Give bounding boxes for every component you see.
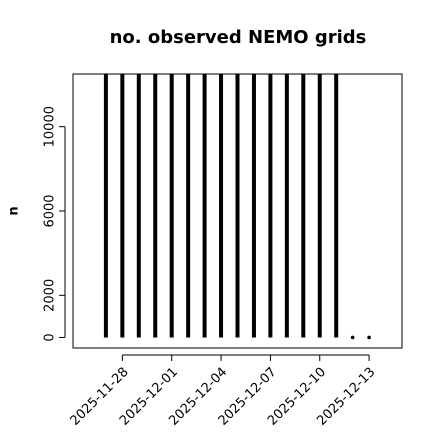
point <box>350 335 355 340</box>
y-axis-label: n <box>7 206 22 215</box>
chart-title: no. observed NEMO grids <box>110 27 367 48</box>
y-tick-label: 10000 <box>43 106 58 147</box>
y-tick-label: 0 <box>43 333 58 341</box>
point <box>367 335 371 340</box>
y-tick-label: 2000 <box>43 279 58 312</box>
y-tick-label: 6000 <box>43 194 58 227</box>
